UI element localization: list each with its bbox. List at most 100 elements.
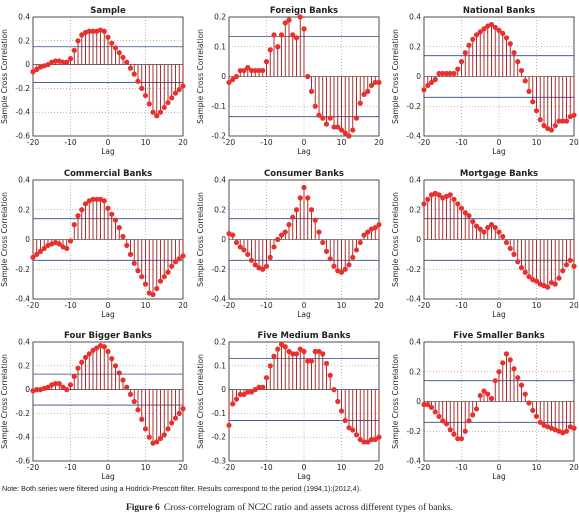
- data-point: [124, 242, 130, 249]
- data-point: [560, 268, 566, 274]
- data-point: [312, 217, 318, 223]
- data-point: [335, 398, 341, 405]
- y-tick-label: 0: [416, 72, 421, 81]
- data-point: [82, 201, 89, 207]
- x-tick-label: 20: [569, 463, 579, 472]
- data-point: [320, 351, 326, 357]
- data-point: [365, 229, 371, 235]
- data-point: [421, 87, 427, 93]
- data-point: [172, 259, 179, 265]
- y-tick-label: -0.2: [211, 132, 226, 141]
- x-tick-label: -20: [223, 138, 235, 147]
- chart-panel-4: Commercial Banks -20 -10 0 10 20 -0.4 -0.2 0 0.2 0…: [0, 169, 188, 319]
- x-tick-label: -20: [418, 138, 430, 147]
- x-tick-label: 0: [106, 301, 111, 310]
- data-point: [30, 254, 36, 260]
- data-point: [312, 348, 318, 355]
- data-point: [350, 427, 356, 433]
- x-tick-label: 10: [141, 138, 151, 147]
- data-point: [331, 263, 337, 269]
- data-point: [278, 341, 285, 347]
- y-tick-label: -0.3: [211, 457, 226, 466]
- y-tick-label: 0.2: [214, 205, 226, 214]
- data-point: [470, 36, 476, 42]
- data-point: [286, 222, 292, 228]
- data-point: [135, 78, 141, 84]
- data-point: [447, 192, 453, 198]
- chart-panel-7: Four Bigger Banks -20 -10 0 10 20 -0.6 -0.4 -0.2…: [0, 331, 188, 481]
- panel-title: National Banks: [463, 6, 535, 16]
- y-tick-label: -0.2: [211, 433, 226, 442]
- data-point: [316, 348, 322, 355]
- data-point: [293, 35, 300, 41]
- x-tick-label: -20: [223, 301, 235, 310]
- data-point: [511, 251, 517, 257]
- data-point: [466, 418, 472, 424]
- data-point: [271, 244, 277, 250]
- y-tick-label: -0.1: [211, 102, 226, 111]
- data-point: [507, 41, 513, 47]
- x-tick-label: -20: [27, 463, 39, 472]
- data-point: [357, 100, 363, 106]
- data-point: [537, 419, 543, 425]
- y-tick-label: 0.1: [214, 361, 226, 370]
- data-point: [436, 192, 442, 198]
- data-point: [312, 103, 318, 109]
- y-tick-label: -0.6: [15, 457, 30, 466]
- data-point: [90, 28, 96, 34]
- data-point: [112, 363, 119, 369]
- data-point: [79, 32, 85, 38]
- data-point: [436, 413, 442, 419]
- data-point: [169, 263, 175, 269]
- x-tick-label: 20: [178, 301, 188, 310]
- y-tick-label: -0.2: [406, 427, 421, 436]
- data-point: [571, 263, 577, 269]
- data-point: [320, 115, 326, 121]
- data-point: [64, 245, 70, 252]
- x-axis-label: Lag: [297, 310, 311, 319]
- data-point: [440, 70, 446, 77]
- data-point: [556, 118, 562, 124]
- data-point: [492, 24, 498, 31]
- data-point: [101, 198, 107, 204]
- data-point: [485, 391, 491, 397]
- data-point: [278, 32, 285, 38]
- data-point: [176, 410, 182, 416]
- data-point: [180, 253, 186, 259]
- data-point: [533, 278, 540, 284]
- data-point: [116, 225, 122, 231]
- data-point: [500, 30, 506, 36]
- data-point: [496, 27, 502, 33]
- y-tick-label: -0.2: [15, 265, 30, 274]
- data-point: [470, 412, 476, 418]
- x-axis-label: Lag: [492, 310, 506, 319]
- data-point: [105, 348, 111, 355]
- y-tick-label: -0.1: [211, 409, 226, 418]
- data-point: [500, 360, 506, 366]
- y-tick-label: -0.2: [15, 409, 30, 418]
- data-point: [275, 236, 281, 243]
- data-point: [290, 214, 296, 220]
- panel-title: Foreign Banks: [270, 6, 338, 16]
- data-point: [365, 439, 371, 445]
- data-point: [56, 381, 62, 387]
- data-point: [533, 108, 540, 114]
- data-point: [342, 130, 348, 136]
- data-point: [169, 420, 175, 426]
- x-axis-label: Lag: [297, 147, 311, 156]
- x-tick-label: -10: [64, 301, 76, 310]
- data-point: [357, 436, 363, 443]
- data-point: [245, 64, 251, 71]
- data-point: [353, 247, 360, 253]
- data-point: [75, 38, 81, 44]
- y-tick-label: -0.4: [406, 295, 421, 304]
- data-point: [256, 384, 262, 390]
- y-tick-label: -0.4: [211, 295, 226, 304]
- data-point: [503, 239, 510, 246]
- y-tick-label: -0.4: [15, 433, 30, 442]
- data-point: [455, 201, 461, 207]
- data-point: [376, 79, 382, 86]
- data-point: [131, 398, 137, 405]
- data-point: [372, 79, 378, 86]
- data-point: [492, 378, 498, 384]
